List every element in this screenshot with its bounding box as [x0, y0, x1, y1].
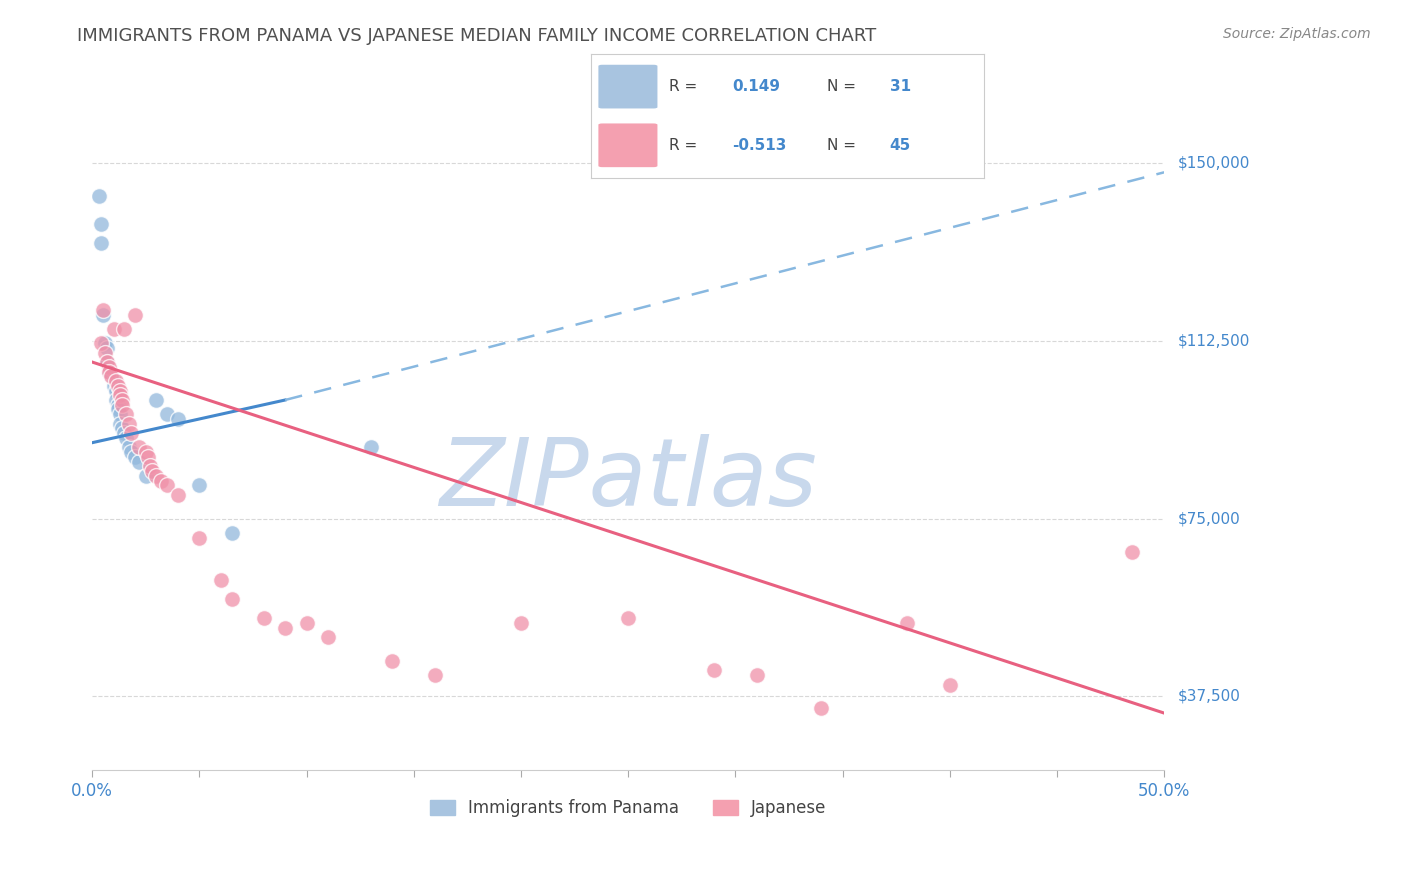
Point: [810, 701, 832, 715]
Point: [108, 407, 131, 421]
Text: Source: ZipAtlas.com: Source: ZipAtlas.com: [1223, 27, 1371, 41]
Text: $150,000: $150,000: [1178, 155, 1250, 170]
Point: [221, 592, 243, 607]
Point: [274, 621, 297, 635]
Point: [98, 365, 121, 379]
Text: $112,500: $112,500: [1178, 334, 1250, 348]
Point: [103, 374, 125, 388]
Point: [124, 450, 146, 464]
Point: [188, 478, 211, 492]
Point: [120, 426, 142, 441]
Text: 0.149: 0.149: [733, 79, 780, 95]
Point: [167, 488, 190, 502]
Point: [108, 388, 131, 402]
Point: [104, 392, 127, 407]
Point: [115, 407, 138, 421]
Point: [94, 336, 117, 351]
FancyBboxPatch shape: [599, 123, 658, 167]
Point: [221, 525, 243, 540]
Text: N =: N =: [827, 137, 860, 153]
Point: [1121, 545, 1143, 559]
Text: IMMIGRANTS FROM PANAMA VS JAPANESE MEDIAN FAMILY INCOME CORRELATION CHART: IMMIGRANTS FROM PANAMA VS JAPANESE MEDIA…: [77, 27, 876, 45]
Text: R =: R =: [669, 137, 703, 153]
Point: [111, 421, 134, 435]
Point: [107, 378, 129, 392]
Point: [124, 308, 146, 322]
Point: [112, 322, 135, 336]
Point: [108, 417, 131, 431]
Point: [91, 302, 114, 317]
Point: [136, 450, 159, 464]
Point: [360, 441, 382, 455]
Point: [510, 615, 533, 630]
Point: [108, 384, 131, 398]
Point: [112, 426, 135, 441]
Point: [188, 531, 211, 545]
Point: [90, 336, 112, 351]
Point: [141, 464, 163, 478]
Point: [295, 615, 318, 630]
Point: [100, 369, 122, 384]
Point: [128, 441, 150, 455]
Point: [381, 654, 404, 668]
Point: [316, 630, 339, 644]
Point: [425, 668, 447, 682]
Point: [156, 478, 179, 492]
Point: [98, 365, 121, 379]
Point: [117, 441, 139, 455]
Point: [107, 402, 129, 417]
Point: [96, 355, 118, 369]
Point: [135, 445, 157, 459]
Point: [156, 407, 179, 421]
Point: [745, 668, 768, 682]
Point: [98, 359, 121, 374]
FancyBboxPatch shape: [599, 65, 658, 109]
Point: [96, 355, 118, 369]
Point: [253, 611, 276, 625]
Point: [128, 455, 150, 469]
Point: [209, 574, 232, 588]
Legend: Immigrants from Panama, Japanese: Immigrants from Panama, Japanese: [423, 793, 832, 824]
Point: [703, 664, 725, 678]
Point: [145, 469, 167, 483]
Point: [145, 392, 167, 407]
Text: N =: N =: [827, 79, 860, 95]
Point: [103, 322, 125, 336]
Point: [135, 469, 157, 483]
Text: $37,500: $37,500: [1178, 689, 1241, 704]
Point: [167, 412, 190, 426]
Point: [111, 398, 134, 412]
Point: [103, 378, 125, 392]
Point: [100, 369, 122, 384]
Point: [96, 341, 118, 355]
Point: [94, 345, 117, 359]
Point: [111, 392, 134, 407]
Point: [149, 474, 172, 488]
Text: $75,000: $75,000: [1178, 511, 1240, 526]
Text: -0.513: -0.513: [733, 137, 786, 153]
Point: [87, 189, 110, 203]
Point: [115, 431, 138, 445]
Point: [896, 615, 918, 630]
Point: [91, 308, 114, 322]
Point: [104, 374, 127, 388]
Text: 31: 31: [890, 79, 911, 95]
Text: ZIPatlas: ZIPatlas: [439, 434, 817, 524]
Text: 45: 45: [890, 137, 911, 153]
Point: [104, 384, 127, 398]
Point: [938, 678, 960, 692]
Text: R =: R =: [669, 79, 703, 95]
Point: [617, 611, 640, 625]
Point: [90, 218, 112, 232]
Point: [107, 398, 129, 412]
Point: [117, 417, 139, 431]
Point: [139, 459, 162, 474]
Point: [90, 236, 112, 251]
Point: [120, 445, 142, 459]
